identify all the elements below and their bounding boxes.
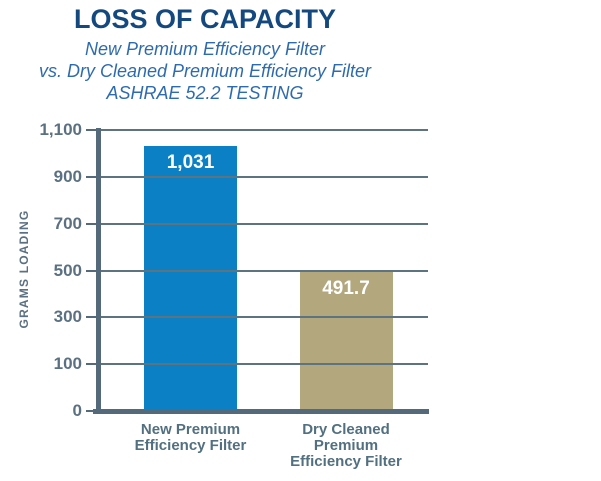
subtitle-line-1: New Premium Efficiency Filter bbox=[84, 39, 326, 59]
y-tick-label: 300 bbox=[53, 307, 82, 327]
gridline bbox=[101, 129, 428, 131]
bar-value-label: 1,031 bbox=[166, 152, 215, 174]
y-tick-label: 700 bbox=[53, 213, 82, 233]
chart-title: LOSS OF CAPACITY bbox=[73, 4, 336, 34]
y-axis-line bbox=[96, 128, 101, 413]
gridline bbox=[101, 316, 428, 319]
y-tick-mark bbox=[86, 316, 96, 319]
x-category-label: New Premium Efficiency Filter bbox=[106, 422, 276, 454]
y-tick-label: 900 bbox=[53, 166, 82, 186]
y-tick-mark bbox=[86, 410, 96, 412]
y-tick-mark bbox=[86, 222, 96, 225]
y-tick-mark bbox=[86, 269, 96, 272]
y-tick-mark bbox=[86, 175, 96, 178]
bar-new-premium-filter: 1,031 bbox=[144, 146, 237, 411]
bar-value-label: 491.7 bbox=[322, 278, 370, 300]
x-category-label-line: Premium bbox=[313, 437, 379, 454]
gridline bbox=[101, 222, 428, 225]
y-tick-mark bbox=[86, 129, 96, 131]
x-category-label-line: New Premium bbox=[140, 421, 241, 438]
y-tick-label: 1,100 bbox=[39, 120, 82, 139]
y-tick-mark bbox=[86, 363, 96, 366]
y-tick-label: 500 bbox=[53, 260, 82, 280]
x-category-label-line: Efficiency Filter bbox=[290, 453, 402, 470]
y-tick-label: 100 bbox=[53, 354, 82, 374]
chart-subtitle: New Premium Efficiency Filter vs. Dry Cl… bbox=[0, 38, 410, 104]
chart-header: LOSS OF CAPACITY New Premium Efficiency … bbox=[0, 4, 410, 104]
y-tick-label: 0 bbox=[72, 401, 82, 420]
x-axis-line bbox=[93, 409, 429, 414]
x-category-label-line: Efficiency Filter bbox=[134, 437, 247, 454]
subtitle-line-3: ASHRAE 52.2 TESTING bbox=[106, 83, 304, 103]
bar-dry-cleaned-filter: 491.7 bbox=[299, 272, 393, 411]
x-category-label: Dry Cleaned Premium Efficiency Filter bbox=[261, 422, 431, 470]
gridline bbox=[101, 269, 428, 272]
gridline bbox=[101, 175, 428, 178]
x-category-label-line: Dry Cleaned bbox=[302, 421, 390, 438]
subtitle-line-2: vs. Dry Cleaned Premium Efficiency Filte… bbox=[38, 61, 372, 81]
gridline bbox=[101, 363, 428, 366]
